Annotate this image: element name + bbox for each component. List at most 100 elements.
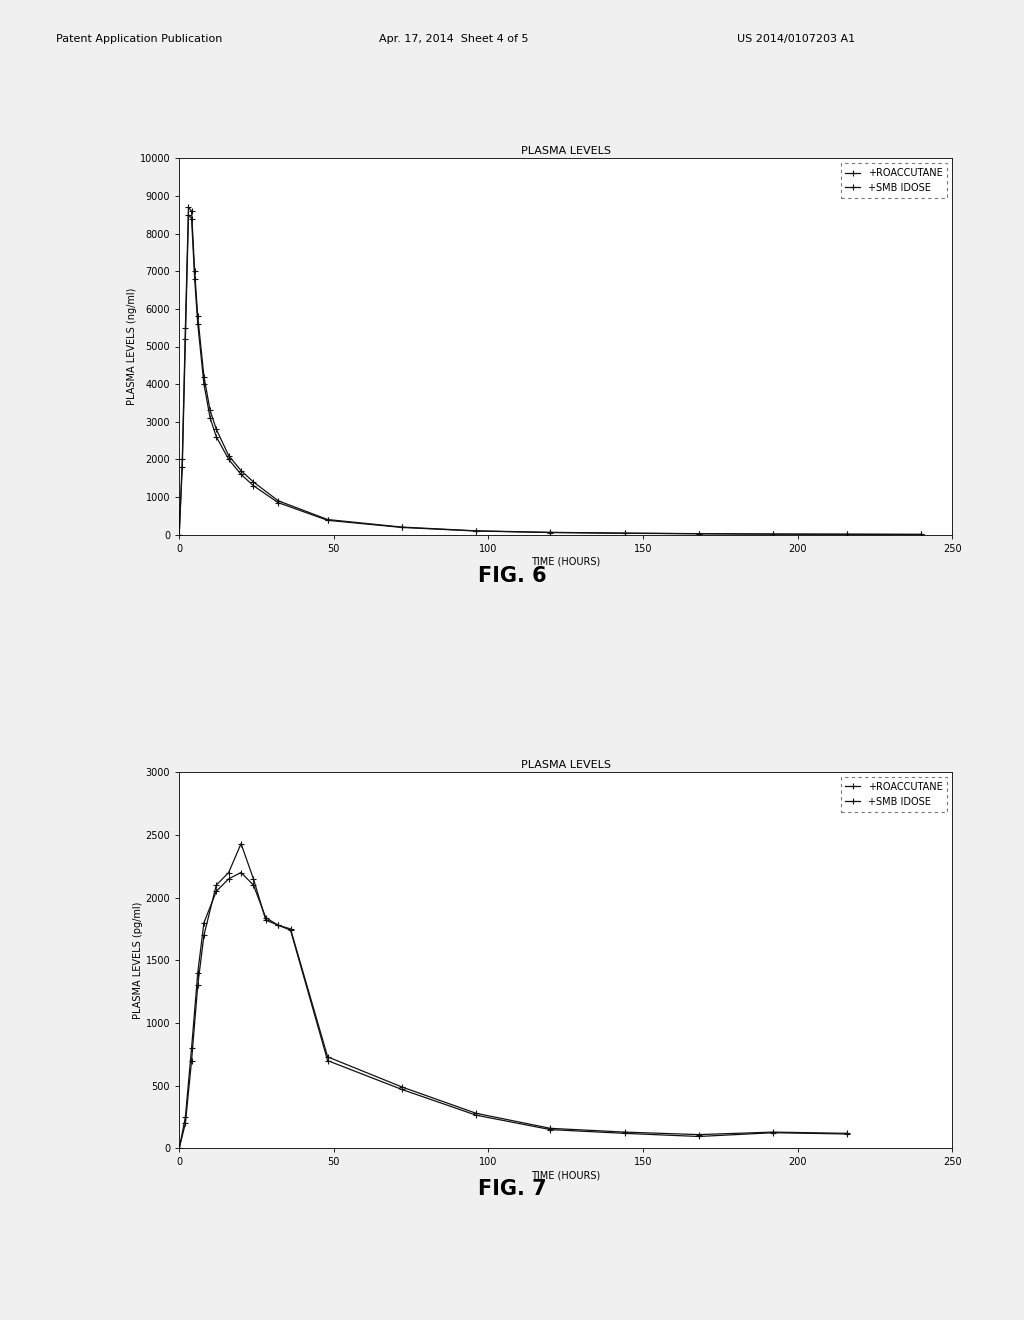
+SMB IDOSE	[285, 923, 297, 939]
+SMB IDOSE	[618, 1126, 631, 1142]
+ROACCUTANE	[470, 523, 482, 539]
+SMB IDOSE	[767, 527, 779, 543]
Line: +SMB IDOSE: +SMB IDOSE	[176, 869, 851, 1152]
+ROACCUTANE	[182, 199, 195, 215]
+SMB IDOSE	[204, 411, 216, 426]
+ROACCUTANE	[841, 1126, 853, 1142]
+ROACCUTANE	[173, 1140, 185, 1156]
+ROACCUTANE	[176, 451, 188, 467]
+ROACCUTANE	[841, 527, 853, 543]
+SMB IDOSE	[188, 271, 201, 286]
+ROACCUTANE	[395, 1078, 408, 1094]
+SMB IDOSE	[185, 1040, 198, 1056]
+ROACCUTANE	[395, 519, 408, 535]
+ROACCUTANE	[544, 524, 556, 540]
+ROACCUTANE	[198, 368, 210, 384]
+SMB IDOSE	[395, 520, 408, 536]
+ROACCUTANE	[234, 463, 247, 479]
+ROACCUTANE	[234, 836, 247, 851]
+SMB IDOSE	[179, 331, 191, 347]
+SMB IDOSE	[234, 865, 247, 880]
+SMB IDOSE	[915, 527, 928, 543]
+SMB IDOSE	[322, 512, 334, 528]
+SMB IDOSE	[544, 1122, 556, 1138]
+ROACCUTANE	[544, 1121, 556, 1137]
+SMB IDOSE	[322, 1053, 334, 1069]
X-axis label: TIME (HOURS): TIME (HOURS)	[531, 557, 600, 566]
+ROACCUTANE	[272, 917, 285, 933]
Text: Apr. 17, 2014  Sheet 4 of 5: Apr. 17, 2014 Sheet 4 of 5	[379, 34, 528, 45]
Line: +ROACCUTANE: +ROACCUTANE	[176, 841, 851, 1152]
+ROACCUTANE	[185, 203, 198, 219]
+SMB IDOSE	[210, 429, 222, 445]
Text: FIG. 6: FIG. 6	[477, 566, 547, 586]
+SMB IDOSE	[173, 527, 185, 543]
+SMB IDOSE	[173, 1140, 185, 1156]
+SMB IDOSE	[210, 883, 222, 899]
+ROACCUTANE	[260, 912, 272, 928]
+SMB IDOSE	[222, 451, 234, 467]
+ROACCUTANE	[322, 512, 334, 528]
+SMB IDOSE	[260, 909, 272, 925]
+SMB IDOSE	[222, 871, 234, 887]
Title: PLASMA LEVELS: PLASMA LEVELS	[521, 760, 610, 770]
+ROACCUTANE	[915, 527, 928, 543]
+ROACCUTANE	[247, 474, 259, 490]
+SMB IDOSE	[767, 1125, 779, 1140]
+ROACCUTANE	[188, 264, 201, 280]
+ROACCUTANE	[285, 921, 297, 937]
+SMB IDOSE	[185, 211, 198, 227]
+SMB IDOSE	[272, 495, 285, 511]
+ROACCUTANE	[179, 319, 191, 335]
+ROACCUTANE	[210, 878, 222, 894]
+ROACCUTANE	[618, 525, 631, 541]
Legend: +ROACCUTANE, +SMB IDOSE: +ROACCUTANE, +SMB IDOSE	[841, 164, 947, 198]
Line: +ROACCUTANE: +ROACCUTANE	[176, 203, 925, 539]
+SMB IDOSE	[191, 315, 204, 331]
Text: Patent Application Publication: Patent Application Publication	[56, 34, 222, 45]
+ROACCUTANE	[204, 403, 216, 418]
+ROACCUTANE	[222, 865, 234, 880]
+ROACCUTANE	[470, 1105, 482, 1121]
+ROACCUTANE	[247, 871, 259, 887]
Title: PLASMA LEVELS: PLASMA LEVELS	[521, 147, 610, 156]
+SMB IDOSE	[234, 466, 247, 482]
+SMB IDOSE	[247, 878, 259, 894]
Legend: +ROACCUTANE, +SMB IDOSE: +ROACCUTANE, +SMB IDOSE	[841, 777, 947, 812]
+SMB IDOSE	[247, 478, 259, 494]
+SMB IDOSE	[182, 207, 195, 223]
+SMB IDOSE	[470, 1107, 482, 1123]
+ROACCUTANE	[173, 527, 185, 543]
+ROACCUTANE	[767, 1125, 779, 1140]
+SMB IDOSE	[272, 917, 285, 933]
+ROACCUTANE	[322, 1049, 334, 1065]
X-axis label: TIME (HOURS): TIME (HOURS)	[531, 1171, 600, 1180]
+SMB IDOSE	[179, 1109, 191, 1125]
Text: FIG. 7: FIG. 7	[477, 1179, 547, 1199]
+SMB IDOSE	[618, 525, 631, 541]
+ROACCUTANE	[198, 927, 210, 942]
Y-axis label: PLASMA LEVELS (ng/ml): PLASMA LEVELS (ng/ml)	[127, 288, 137, 405]
+ROACCUTANE	[179, 1115, 191, 1131]
+SMB IDOSE	[841, 527, 853, 543]
+SMB IDOSE	[692, 525, 705, 541]
+ROACCUTANE	[191, 309, 204, 325]
Y-axis label: PLASMA LEVELS (pg/ml): PLASMA LEVELS (pg/ml)	[133, 902, 142, 1019]
+ROACCUTANE	[191, 977, 204, 993]
+ROACCUTANE	[210, 421, 222, 437]
+SMB IDOSE	[470, 523, 482, 539]
+SMB IDOSE	[176, 459, 188, 475]
+SMB IDOSE	[198, 915, 210, 931]
+SMB IDOSE	[692, 1129, 705, 1144]
+ROACCUTANE	[272, 492, 285, 508]
Line: +SMB IDOSE: +SMB IDOSE	[176, 211, 925, 539]
Text: US 2014/0107203 A1: US 2014/0107203 A1	[737, 34, 855, 45]
+SMB IDOSE	[198, 376, 210, 392]
+SMB IDOSE	[841, 1126, 853, 1142]
+ROACCUTANE	[692, 525, 705, 541]
+ROACCUTANE	[767, 527, 779, 543]
+SMB IDOSE	[395, 1081, 408, 1097]
+ROACCUTANE	[692, 1127, 705, 1143]
+ROACCUTANE	[618, 1125, 631, 1140]
+ROACCUTANE	[222, 447, 234, 463]
